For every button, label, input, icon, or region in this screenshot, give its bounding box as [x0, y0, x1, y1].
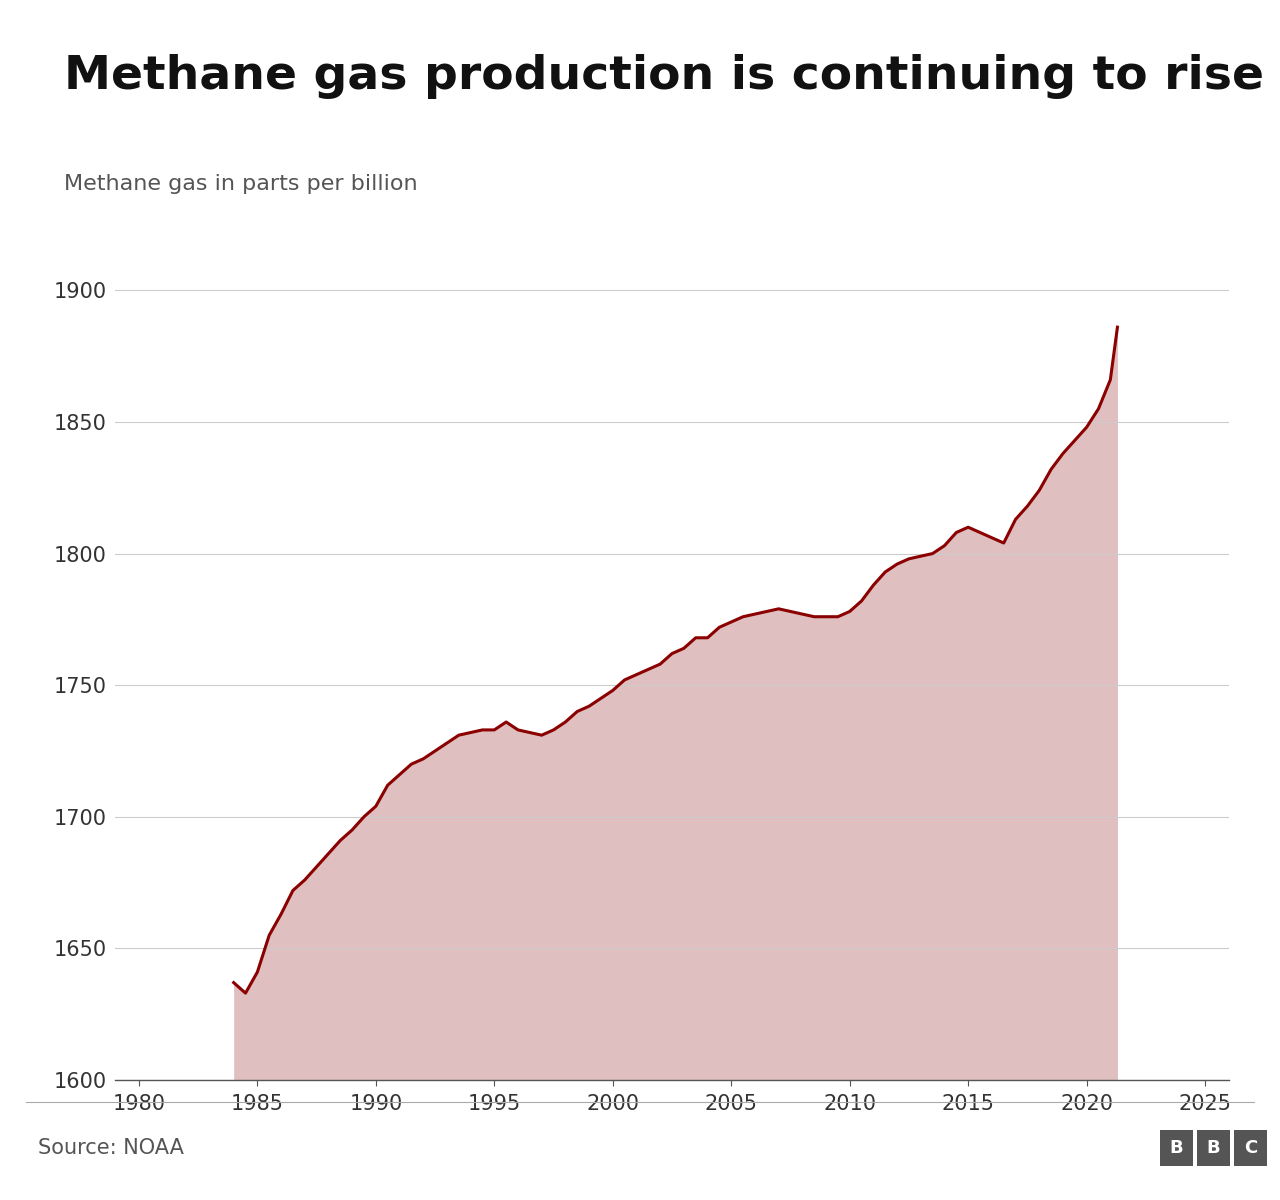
Text: Source: NOAA: Source: NOAA — [38, 1139, 184, 1158]
Text: C: C — [1244, 1140, 1257, 1157]
Text: B: B — [1207, 1140, 1220, 1157]
Text: Methane gas in parts per billion: Methane gas in parts per billion — [64, 174, 417, 194]
Text: B: B — [1170, 1140, 1183, 1157]
Text: Methane gas production is continuing to rise: Methane gas production is continuing to … — [64, 54, 1265, 98]
